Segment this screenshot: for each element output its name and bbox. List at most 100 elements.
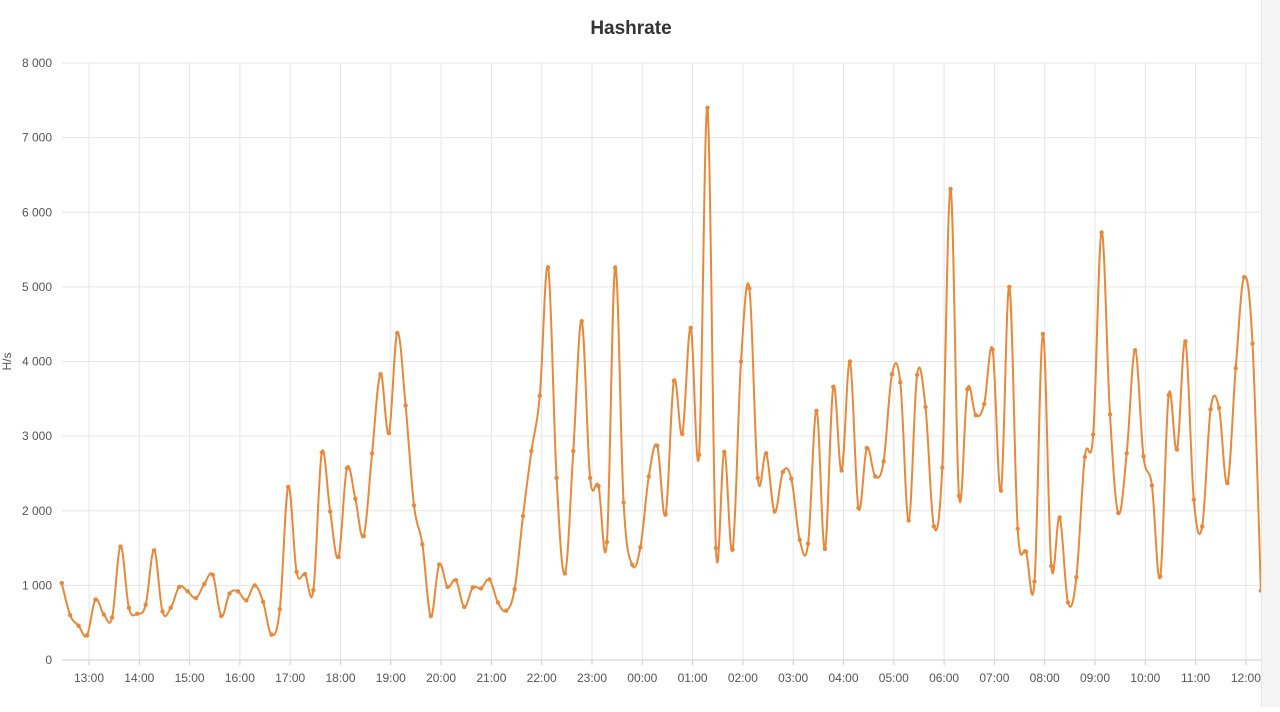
data-point xyxy=(109,615,115,620)
data-point xyxy=(269,632,274,637)
data-point xyxy=(1015,526,1020,531)
x-tick-label: 13:00 xyxy=(74,671,104,685)
data-point xyxy=(202,581,207,587)
data-point xyxy=(462,604,467,610)
data-point xyxy=(1191,497,1197,502)
data-point xyxy=(713,545,719,551)
data-point xyxy=(629,562,635,567)
data-point xyxy=(789,476,794,481)
data-point xyxy=(302,572,308,577)
data-point xyxy=(973,413,978,418)
data-point xyxy=(185,589,190,594)
x-tick-label: 11:00 xyxy=(1181,671,1210,685)
data-point xyxy=(1233,366,1238,371)
data-point xyxy=(864,445,869,451)
data-point xyxy=(554,475,559,481)
data-point xyxy=(562,571,568,576)
data-point xyxy=(319,450,324,455)
x-tick-label: 17:00 xyxy=(275,671,305,685)
y-tick-label: 5 000 xyxy=(22,280,52,294)
data-point xyxy=(328,509,333,514)
data-point xyxy=(1225,480,1230,486)
x-tick-label: 20:00 xyxy=(426,671,456,685)
x-tick-label: 05:00 xyxy=(879,671,909,685)
data-point xyxy=(1091,432,1096,437)
data-point xyxy=(1032,579,1037,584)
data-point xyxy=(445,584,450,590)
data-point xyxy=(84,633,90,638)
data-point xyxy=(520,513,526,519)
series-hashrate xyxy=(59,105,1264,638)
data-point xyxy=(143,602,148,607)
data-point xyxy=(1250,341,1255,346)
x-tick-label: 22:00 xyxy=(527,671,557,685)
data-point xyxy=(1166,392,1171,398)
data-point xyxy=(126,605,132,610)
x-tick-label: 09:00 xyxy=(1080,671,1110,685)
data-point xyxy=(772,509,777,514)
data-point xyxy=(655,443,660,448)
data-point xyxy=(797,537,802,543)
data-point xyxy=(344,466,350,471)
chart-title: Hashrate xyxy=(590,18,672,39)
data-point xyxy=(923,404,928,410)
data-point xyxy=(730,547,735,552)
data-point xyxy=(1208,407,1213,412)
data-point xyxy=(847,359,853,364)
data-point xyxy=(764,451,769,456)
data-point xyxy=(369,451,375,456)
data-point xyxy=(722,449,727,454)
data-point xyxy=(940,465,945,470)
data-point xyxy=(688,325,693,331)
data-point xyxy=(696,452,702,457)
x-tick-label: 12:00 xyxy=(1231,671,1261,685)
data-point xyxy=(101,612,107,617)
data-point xyxy=(822,546,828,551)
data-point xyxy=(1007,284,1012,290)
data-point xyxy=(252,583,257,588)
data-point xyxy=(395,330,400,336)
data-point xyxy=(1241,275,1247,280)
data-point xyxy=(277,607,282,612)
data-point xyxy=(780,469,786,475)
data-point xyxy=(1074,575,1079,580)
data-point xyxy=(1124,451,1129,456)
y-tick-label: 0 xyxy=(45,653,52,667)
data-point xyxy=(1049,563,1054,569)
y-tick-label: 6 000 xyxy=(22,205,52,219)
data-point xyxy=(168,605,173,610)
x-tick-label: 19:00 xyxy=(376,671,406,685)
y-tick-label: 8 000 xyxy=(22,56,52,70)
data-point xyxy=(529,448,534,454)
y-axis-label: H/s xyxy=(0,353,14,371)
data-point xyxy=(705,105,710,111)
x-tick-label: 00:00 xyxy=(627,671,657,685)
y-tick-label: 4 000 xyxy=(22,355,52,369)
data-point xyxy=(68,613,73,618)
data-point xyxy=(219,613,224,619)
data-point xyxy=(805,541,811,546)
vertical-scrollbar[interactable] xyxy=(1261,0,1280,707)
data-point xyxy=(1040,331,1046,337)
data-point xyxy=(286,484,291,490)
data-point xyxy=(638,545,643,550)
data-point xyxy=(504,608,509,613)
data-point xyxy=(93,597,98,602)
data-point xyxy=(76,623,81,628)
x-tick-label: 16:00 xyxy=(225,671,255,685)
x-tick-label: 02:00 xyxy=(728,671,758,685)
data-point xyxy=(1200,524,1205,529)
data-point xyxy=(420,542,425,547)
data-point xyxy=(856,505,861,510)
y-tick-label: 1 000 xyxy=(22,578,52,592)
data-point xyxy=(378,372,383,377)
data-point xyxy=(512,586,517,592)
data-point xyxy=(1141,454,1146,459)
data-point xyxy=(1023,549,1029,554)
data-point xyxy=(135,611,140,616)
data-point xyxy=(437,562,442,567)
series-line xyxy=(60,106,1262,638)
x-tick-label: 23:00 xyxy=(577,671,607,685)
data-point xyxy=(990,347,995,352)
